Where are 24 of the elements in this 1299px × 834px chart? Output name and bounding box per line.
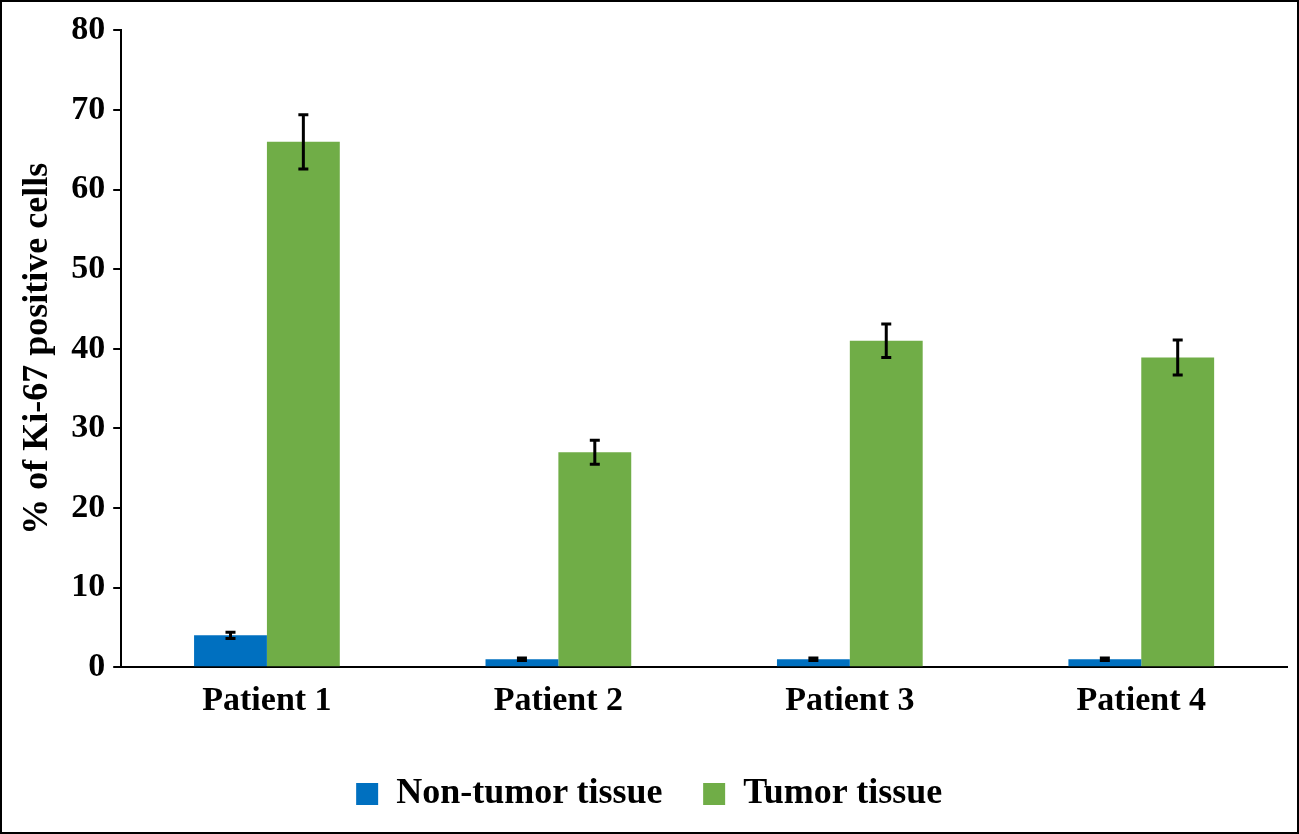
bar bbox=[194, 635, 267, 667]
y-tick-label: 10 bbox=[71, 566, 106, 604]
bar bbox=[1141, 357, 1215, 667]
bar bbox=[485, 659, 559, 667]
y-tick-label: 40 bbox=[71, 327, 106, 365]
bar bbox=[558, 452, 632, 667]
x-tick-label: Patient 1 bbox=[202, 680, 332, 718]
y-tick-label: 70 bbox=[71, 88, 106, 126]
y-tick-label: 30 bbox=[71, 407, 106, 445]
x-tick-label: Patient 2 bbox=[493, 680, 624, 718]
bar bbox=[776, 659, 850, 667]
y-tick-label: 60 bbox=[71, 168, 106, 206]
y-tick-label: 20 bbox=[71, 486, 106, 524]
bar bbox=[1068, 659, 1142, 667]
x-tick-label: Patient 3 bbox=[785, 680, 915, 718]
x-tick-label: Patient 4 bbox=[1076, 680, 1206, 718]
bar bbox=[266, 141, 340, 667]
bar bbox=[849, 340, 923, 667]
legend-label: Non-tumor tissue bbox=[396, 771, 663, 812]
y-axis-title: % of Ki-67 positive cells bbox=[14, 162, 55, 535]
legend-label: Tumor tissue bbox=[743, 771, 943, 812]
y-tick-label: 0 bbox=[88, 645, 106, 683]
y-tick-label: 80 bbox=[71, 9, 106, 47]
y-tick-label: 50 bbox=[71, 247, 106, 285]
